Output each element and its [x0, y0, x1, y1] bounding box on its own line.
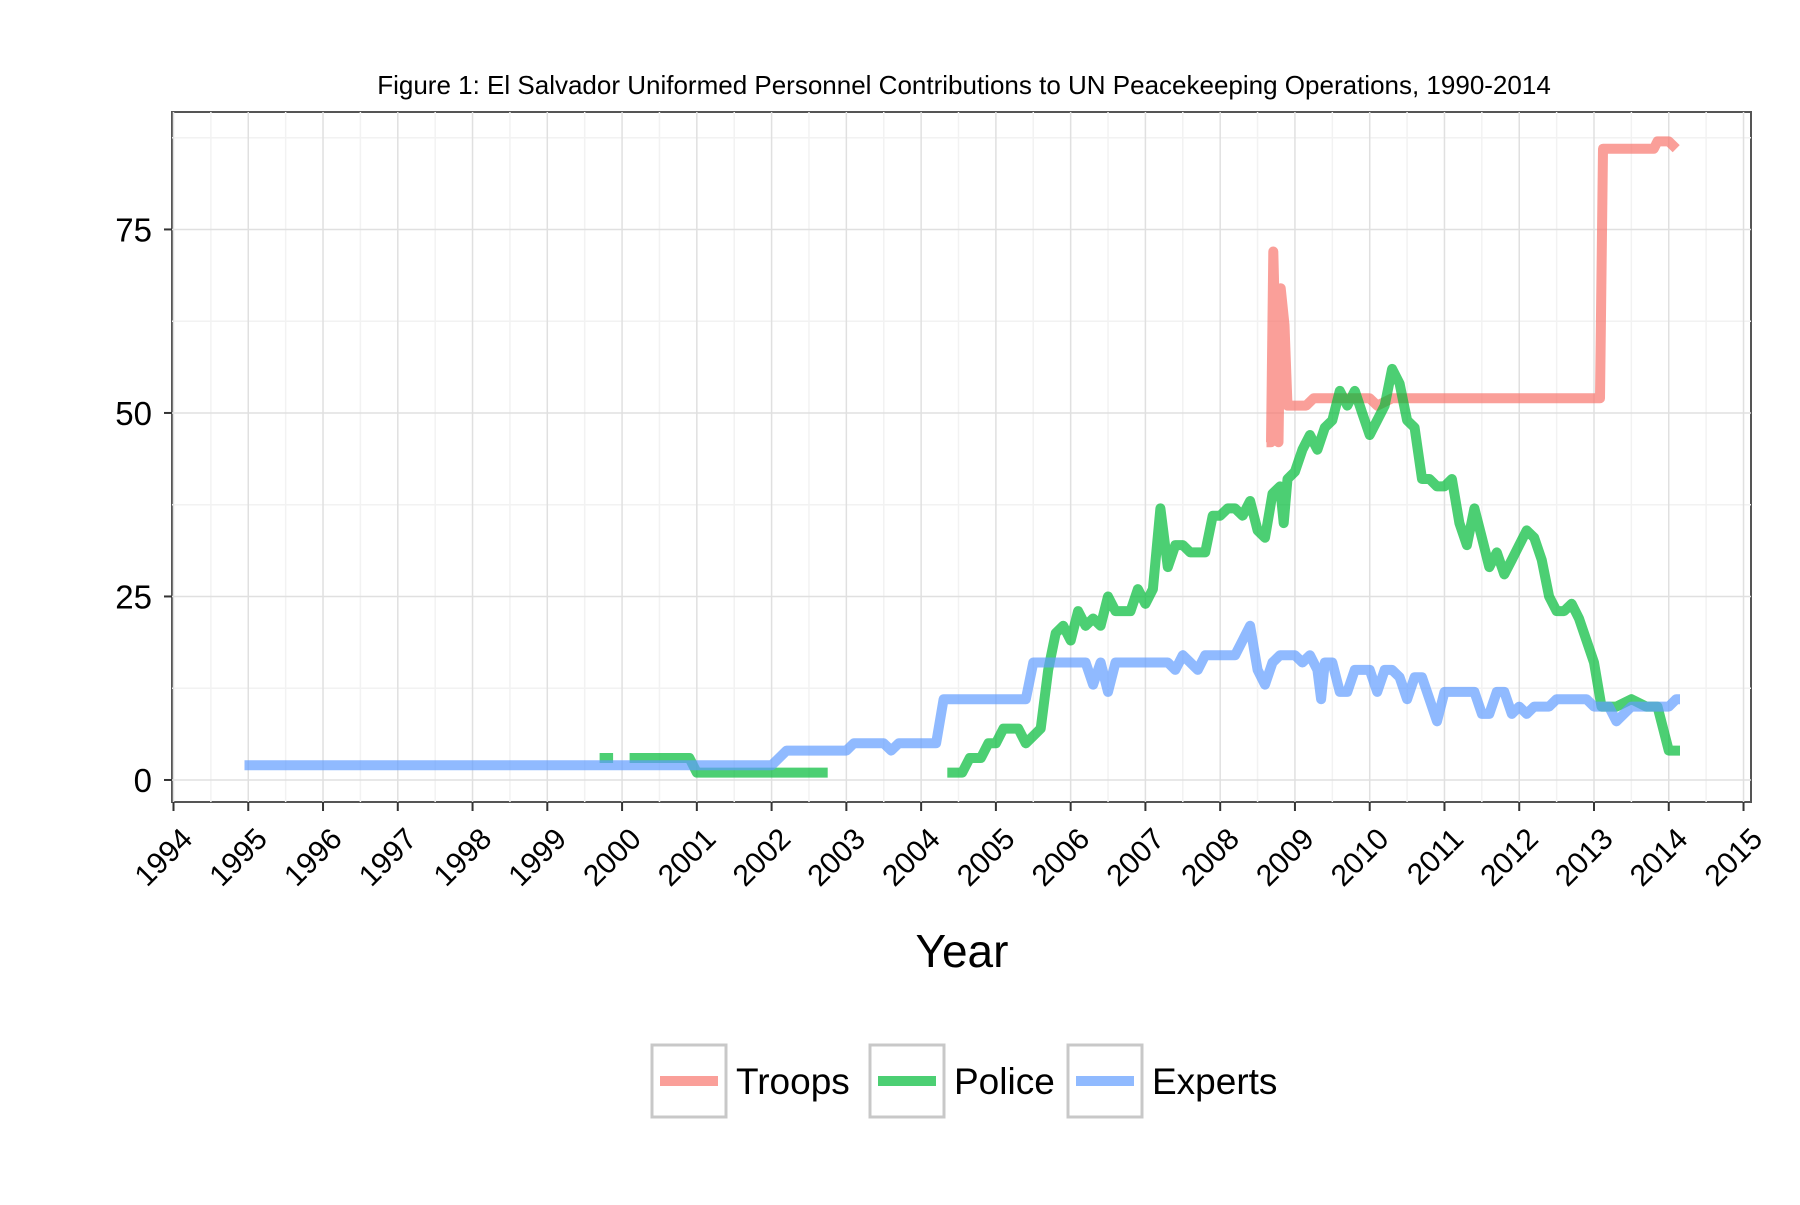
x-tick-label: 2005 [951, 822, 1022, 893]
legend-label-experts: Experts [1152, 1061, 1277, 1102]
legend: Troops Police Experts [650, 1043, 1277, 1119]
x-tick-label: 2003 [801, 822, 872, 893]
x-tick-label: 1998 [428, 822, 499, 893]
x-tick-label: 2011 [1401, 822, 1470, 891]
series-line-troops [1266, 136, 1680, 448]
legend-item-experts: Experts [1066, 1043, 1277, 1119]
x-tick-label: 2001 [652, 822, 723, 893]
y-axis: 0 25 50 75 [115, 211, 172, 799]
minor-grid [172, 112, 1751, 802]
x-tick-label: 2006 [1026, 822, 1097, 893]
y-tick-label: 25 [115, 578, 152, 615]
series-line-experts [244, 620, 1682, 771]
x-tick-label: 2012 [1474, 822, 1545, 893]
x-tick-label: 1996 [278, 822, 349, 893]
x-axis-title: Year [916, 925, 1009, 977]
x-tick-label: 2000 [577, 822, 648, 893]
y-tick-label: 50 [115, 395, 152, 432]
chart-title: Figure 1: El Salvador Uniformed Personne… [377, 70, 1551, 100]
x-tick-label: 1994 [129, 822, 200, 893]
series-lines [244, 136, 1682, 778]
series-line-police [947, 363, 1680, 778]
x-axis: 1994 1995 1996 1997 1998 1999 2000 2001 2002 2003… [129, 802, 1770, 893]
x-tick-label: 2008 [1175, 822, 1246, 893]
x-tick-label: 2015 [1699, 822, 1770, 893]
x-tick-label: 1997 [353, 822, 424, 893]
x-tick-label: 2013 [1549, 822, 1620, 893]
x-tick-label: 2010 [1325, 822, 1396, 893]
legend-label-troops: Troops [736, 1061, 850, 1102]
x-tick-label: 2004 [876, 822, 947, 893]
y-tick-label: 75 [115, 211, 152, 248]
legend-item-troops: Troops [650, 1043, 850, 1119]
y-tick-label: 0 [134, 762, 152, 799]
x-tick-label: 2009 [1250, 822, 1321, 893]
legend-item-police: Police [868, 1043, 1055, 1119]
x-tick-label: 2014 [1624, 822, 1695, 893]
x-tick-label: 2007 [1101, 822, 1172, 893]
legend-label-police: Police [954, 1061, 1055, 1102]
x-tick-label: 1995 [203, 822, 274, 893]
x-tick-label: 1999 [502, 822, 573, 893]
x-tick-label: 2002 [727, 822, 798, 893]
